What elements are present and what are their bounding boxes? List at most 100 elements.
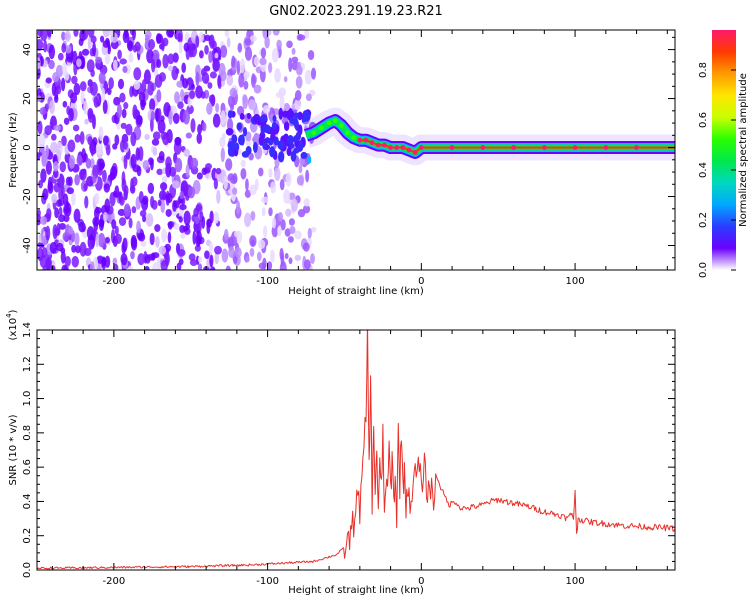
noise-dot — [278, 151, 285, 163]
noise-dot — [175, 68, 180, 75]
noise-dot — [253, 132, 261, 145]
noise-dot — [231, 55, 236, 68]
ridge-spot — [332, 118, 338, 124]
noise-dot — [113, 96, 121, 106]
noise-dot — [305, 93, 312, 102]
noise-dot — [73, 208, 81, 223]
noise-dot — [310, 67, 317, 80]
noise-dot — [287, 135, 294, 145]
noise-dot — [84, 195, 89, 209]
noise-dot — [84, 118, 89, 125]
x-tick-label: 0 — [418, 276, 424, 287]
noise-dot — [179, 225, 186, 234]
noise-dot — [61, 43, 67, 53]
noise-dot — [37, 209, 41, 217]
noise-dot — [114, 225, 119, 236]
noise-dot — [294, 254, 302, 261]
noise-dot — [130, 131, 137, 147]
noise-dot — [227, 69, 233, 78]
ridge-spot — [369, 140, 375, 146]
noise-dot — [52, 224, 58, 240]
noise-dot — [291, 47, 296, 55]
noise-dot — [220, 102, 226, 114]
noise-dot — [270, 181, 277, 194]
noise-dot — [204, 250, 210, 260]
noise-dot — [136, 220, 141, 234]
noise-dot — [123, 203, 131, 218]
noise-dot — [86, 59, 95, 73]
noise-dot — [48, 44, 56, 60]
noise-dot — [165, 208, 172, 217]
ridge-spot — [311, 130, 317, 136]
noise-dot — [283, 121, 290, 132]
x-tick-label: -100 — [256, 276, 279, 287]
noise-dot — [195, 204, 202, 212]
noise-dot — [104, 198, 111, 213]
noise-dot — [56, 84, 62, 95]
noise-dot — [284, 253, 289, 260]
noise-dot — [136, 114, 143, 125]
noise-dot — [42, 265, 51, 270]
noise-dot — [116, 103, 122, 118]
noise-dot — [144, 266, 150, 270]
noise-dot — [230, 142, 236, 150]
noise-dot — [288, 218, 295, 226]
y-tick-label: 1.4 — [22, 322, 33, 338]
noise-dot — [296, 65, 303, 76]
noise-dot — [209, 254, 214, 268]
noise-dot — [218, 62, 226, 77]
noise-dot — [189, 43, 198, 58]
noise-dot — [249, 184, 257, 196]
ridge-spot — [418, 145, 424, 150]
noise-dot — [289, 117, 296, 124]
noise-dot — [39, 254, 48, 268]
noise-dot — [221, 132, 226, 140]
noise-dot — [75, 245, 81, 254]
noise-dot — [71, 244, 77, 253]
noise-dot — [187, 186, 196, 199]
noise-dot — [259, 131, 266, 140]
noise-dot — [149, 232, 155, 246]
noise-dot — [145, 213, 154, 227]
noise-dot — [71, 256, 79, 268]
noise-dot — [226, 37, 231, 48]
noise-dot — [192, 230, 197, 245]
noise-dot — [71, 192, 76, 206]
x-tick-label: 100 — [566, 276, 585, 287]
noise-dot — [244, 46, 253, 61]
noise-dot — [123, 141, 128, 150]
colorbar-tick-label: 0.2 — [698, 212, 709, 228]
noise-dot — [227, 110, 233, 119]
noise-dot — [68, 226, 74, 235]
noise-dot — [183, 210, 191, 226]
noise-dot — [172, 112, 180, 124]
noise-dot — [111, 219, 117, 230]
noise-dot — [258, 167, 264, 177]
noise-dot — [215, 102, 220, 113]
noise-dot — [225, 158, 233, 171]
noise-dot — [294, 90, 302, 101]
noise-dot — [63, 214, 70, 223]
noise-dot — [242, 94, 249, 110]
noise-dot — [74, 133, 81, 143]
noise-dot — [73, 83, 81, 96]
noise-dot — [87, 112, 95, 124]
noise-dot — [147, 81, 154, 96]
noise-dot — [214, 52, 219, 59]
noise-dot — [191, 83, 195, 91]
noise-dot — [220, 147, 225, 163]
y-tick-label: 1.0 — [22, 391, 33, 407]
noise-dot — [60, 251, 66, 264]
x-tick-label: -100 — [256, 576, 279, 587]
noise-dot — [253, 56, 260, 67]
y-tick-label: 0.0 — [22, 562, 33, 578]
noise-dot — [62, 193, 69, 206]
noise-dot — [167, 53, 175, 65]
noise-dot — [64, 30, 71, 43]
noise-dot — [288, 192, 296, 200]
noise-dot — [198, 31, 204, 43]
noise-dot — [201, 216, 206, 229]
noise-dot — [102, 211, 108, 223]
noise-dot — [152, 146, 158, 157]
noise-dot — [56, 199, 62, 208]
